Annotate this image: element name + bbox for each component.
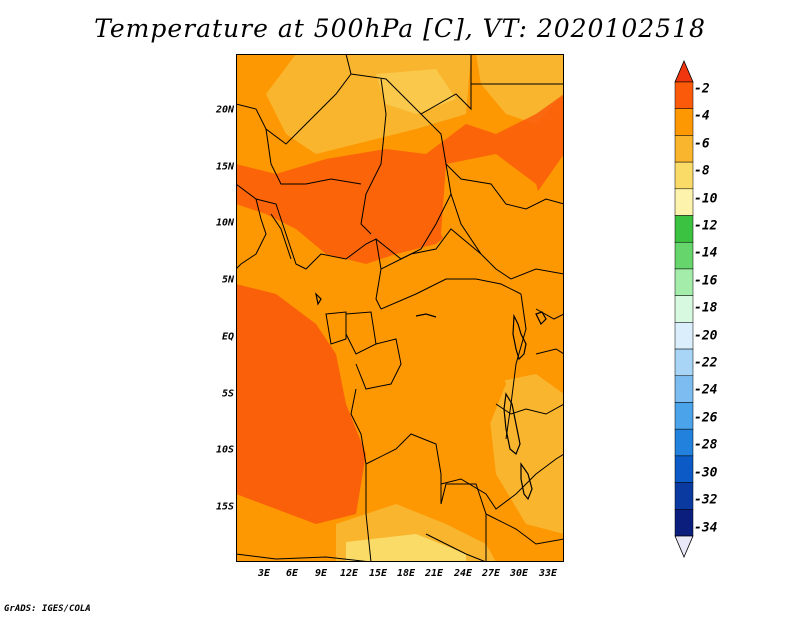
lat-tick-label: 15N [215,161,234,173]
colorbar-label: -22 [694,355,718,371]
lon-tick-label: 15E [368,568,388,579]
field-east-minus6 [441,154,556,294]
colorbar-segment [674,108,694,136]
lat-tick-label: 20N [215,104,234,116]
colorbar-segment [674,295,694,323]
lake-outlines [315,292,547,501]
colorbar-label: -2 [694,81,710,97]
colorbar-segment [674,348,694,377]
colorbar-label: -26 [694,410,718,426]
colorbar-segment [674,81,694,109]
chart-title: Temperature at 500hPa [C], VT: 202010251… [94,14,706,43]
colorbar-label: -16 [694,273,718,289]
colorbar-segment [674,322,694,350]
colorbar [674,60,694,558]
grads-credit: GrADS: IGES/COLA [4,604,91,614]
colorbar-segment [674,241,694,270]
colorbar-label: -34 [694,520,718,536]
lon-tick-label: 24E [453,568,473,579]
lat-tick-label: 5S [221,388,234,400]
map-panel [236,54,564,562]
colorbar-label: -4 [694,108,710,124]
map-frame [236,54,564,562]
lon-tick-label: 6E [285,568,299,579]
field-south-minus10 [346,534,466,562]
lat-tick-label: 10S [215,444,234,456]
lat-tick-label: 10N [215,217,234,229]
colorbar-segment [674,135,694,163]
colorbar-label: -28 [694,437,718,453]
temperature-map [236,54,564,562]
lon-tick-label: 21E [424,568,444,579]
country-boundaries [236,54,564,562]
colorbar-segment [674,482,694,510]
colorbar-label: -8 [694,163,710,179]
colorbar-segment [674,215,694,243]
lat-tick-label: 15S [215,501,234,513]
colorbar-segment [674,509,694,537]
lon-tick-label: 3E [257,568,271,579]
colorbar-segment [674,402,694,430]
lon-tick-label: 9E [314,568,328,579]
colorbar-segment [674,268,694,296]
colorbar-label: -14 [694,245,718,261]
lat-tick-label: EQ [221,331,234,343]
lon-tick-label: 30E [509,568,529,579]
colorbar-label: -20 [694,328,718,344]
colorbar-label: -10 [694,191,718,207]
lon-tick-label: 12E [339,568,359,579]
colorbar-label: -6 [694,136,710,152]
colorbar-bottom-triangle [674,535,694,558]
colorbar-label: -18 [694,300,718,316]
field-northeast-minus8 [476,54,564,124]
colorbar-top-triangle [674,60,694,83]
lon-tick-label: 18E [396,568,416,579]
colorbar-label: -12 [694,218,718,234]
field-north-minus10 [376,69,456,114]
colorbar-segment [674,455,694,483]
colorbar-segment [674,188,694,216]
colorbar-segment [674,161,694,190]
colorbar-segment [674,428,694,457]
field-congo-minus6 [366,304,506,454]
colorbar-label: -30 [694,465,718,481]
colorbar-label: -24 [694,382,718,398]
field-atlantic-minus4 [236,284,366,524]
lon-tick-label: 33E [538,568,558,579]
lat-tick-label: 5N [221,274,234,286]
colorbar-segment [674,375,694,403]
lon-tick-label: 27E [481,568,501,579]
colorbar-label: -32 [694,492,718,508]
